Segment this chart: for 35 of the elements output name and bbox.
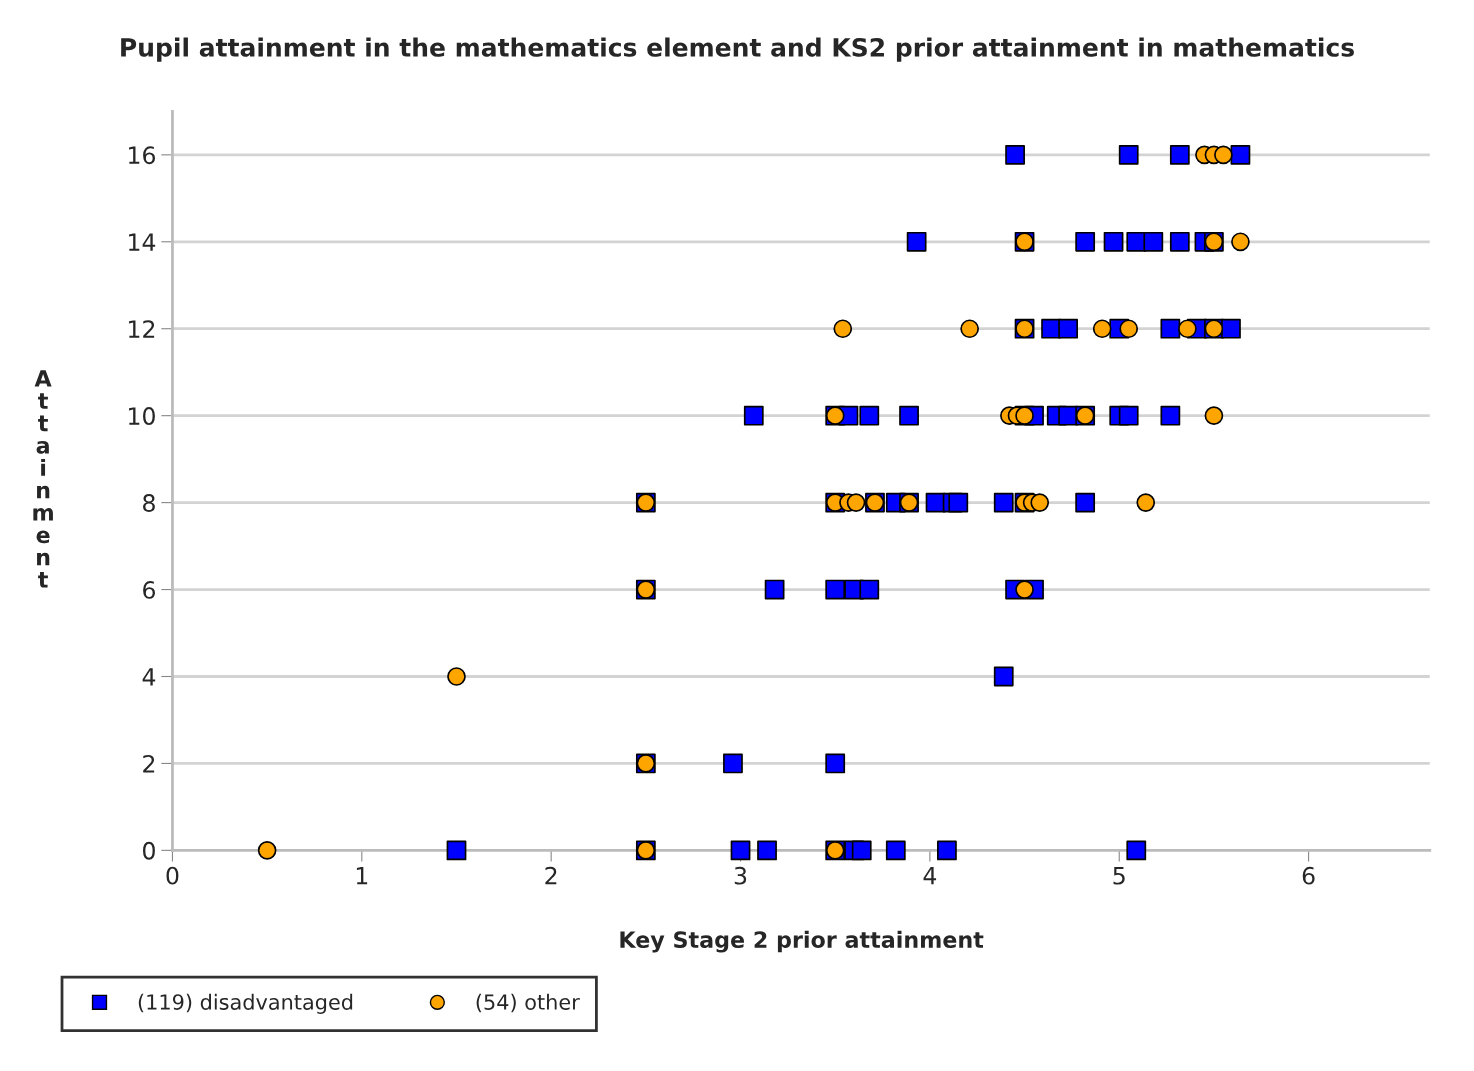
y-tick-label: 8	[143, 494, 155, 512]
y-tick-label: 10	[129, 407, 155, 425]
y-tick-label: 16	[129, 146, 155, 165]
point	[1136, 493, 1156, 512]
legend-label: (119) disadvantaged	[138, 993, 353, 1014]
y-tick-label: 6	[143, 581, 155, 599]
point	[447, 667, 466, 686]
x-tick-label: 1	[356, 867, 368, 885]
x-tick-label: 6	[1302, 866, 1315, 885]
point	[1015, 580, 1034, 599]
point	[1231, 232, 1250, 252]
point	[833, 319, 853, 339]
point	[1178, 319, 1197, 339]
point	[846, 493, 866, 512]
y-tick-label: 0	[143, 841, 155, 860]
y-tick-label: 12	[129, 320, 155, 338]
point	[960, 319, 979, 339]
y-tick-label: 2	[143, 754, 155, 773]
x-tick-label: 3	[734, 866, 747, 885]
y-tick-label: 4	[142, 668, 156, 686]
point	[257, 841, 277, 860]
chart-title: Pupil attainment in the mathematics element and KS2 prior attainment in mathematics	[121, 37, 1354, 62]
x-tick-label: 2	[545, 866, 557, 885]
point	[1204, 406, 1224, 426]
point	[1214, 145, 1233, 165]
x-tick-label: 5	[1113, 867, 1125, 885]
y-tick-label: 14	[129, 233, 156, 251]
legend-label: (54) other	[476, 993, 580, 1013]
point	[1030, 493, 1050, 512]
x-tick-label: 0	[166, 866, 179, 885]
x-tick-label: 4	[923, 867, 937, 885]
text: Attainment	[33, 370, 53, 588]
point	[1092, 319, 1112, 339]
x-axis-title: Key Stage 2 prior attainment	[620, 930, 984, 953]
point	[1119, 319, 1139, 339]
